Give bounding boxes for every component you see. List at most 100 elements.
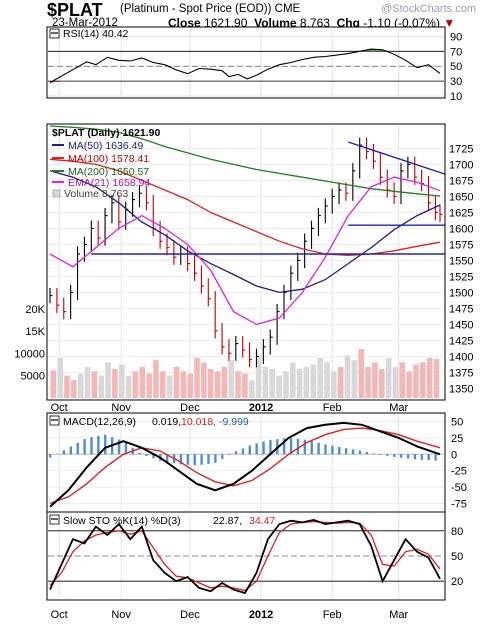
volume-bar bbox=[283, 371, 289, 398]
volume-bar bbox=[166, 375, 173, 398]
macd-histogram-bar bbox=[338, 446, 341, 455]
macd-histogram-bar bbox=[303, 439, 307, 455]
macd-histogram-bar bbox=[289, 438, 293, 455]
macd-value: 0.019, bbox=[152, 416, 181, 428]
sto-name: Slow STO %K(14) %D(3) bbox=[63, 515, 181, 527]
rsi-oversold-fill bbox=[50, 81, 69, 83]
macd-histogram-bar bbox=[400, 454, 403, 458]
price-tick-label: 1475 bbox=[449, 303, 473, 315]
down-arrow-icon: ▼ bbox=[443, 16, 456, 30]
price-tick-label: 1425 bbox=[449, 335, 473, 347]
macd-histogram-bar bbox=[386, 454, 389, 456]
volume-bar bbox=[303, 366, 310, 398]
price-tick-label: 1675 bbox=[449, 175, 473, 187]
rsi-line bbox=[49, 48, 441, 84]
macd-histogram-bar bbox=[420, 454, 424, 460]
macd-histogram-bar bbox=[372, 453, 375, 455]
volume-bar bbox=[214, 371, 221, 398]
rsi-tick-label: 50 bbox=[450, 61, 462, 73]
volume-bar bbox=[269, 369, 276, 398]
macd-histogram-bar bbox=[331, 445, 334, 455]
macd-histogram-bar bbox=[393, 454, 396, 457]
month-tick-label: Nov bbox=[111, 609, 131, 621]
volume-bar bbox=[419, 362, 426, 398]
sto-d-value: 34.47 bbox=[249, 515, 275, 527]
rsi-label: RSI(14) 40.42 bbox=[63, 28, 129, 40]
price-tick-label: 1450 bbox=[449, 319, 473, 331]
volume-bar bbox=[433, 358, 440, 398]
macd-histogram-bar bbox=[214, 454, 217, 463]
ma50-line bbox=[49, 170, 441, 294]
volume-bar bbox=[399, 362, 406, 398]
macd-tick-label: -50 bbox=[451, 482, 467, 494]
macd-histogram-bar bbox=[365, 452, 368, 455]
volume-tick-label: 10000 bbox=[14, 348, 45, 360]
macd-tick-label: 50 bbox=[451, 417, 463, 429]
macd-panel bbox=[46, 412, 446, 513]
price-tick-label: 1525 bbox=[449, 271, 473, 283]
volume-bar bbox=[132, 371, 139, 398]
price-tick-label: 1400 bbox=[449, 351, 473, 363]
price-tick-label: 1500 bbox=[449, 287, 473, 299]
macd-histogram-bar bbox=[186, 454, 190, 465]
price-tick-label: 1375 bbox=[449, 367, 473, 379]
volume-bar bbox=[98, 375, 105, 398]
rsi-legend: RSI(14) 40.42 bbox=[49, 28, 129, 40]
month-tick-label: Oct bbox=[51, 609, 68, 621]
volume-bar bbox=[146, 373, 152, 398]
volume-bar bbox=[289, 362, 296, 398]
legend-ema21: EMA(21) 1658.94 bbox=[68, 177, 150, 189]
volume-bar bbox=[385, 357, 392, 398]
month-tick-label: Dec bbox=[180, 402, 200, 414]
macd-histogram-bar bbox=[248, 445, 251, 455]
rsi-tick-label: 70 bbox=[450, 46, 462, 58]
rsi-tick-label: 10 bbox=[450, 91, 462, 103]
macd-histogram-bar bbox=[379, 454, 382, 455]
watermark: @StockCharts.com bbox=[381, 3, 476, 15]
macd-histogram-bar bbox=[207, 454, 210, 464]
volume-bar bbox=[378, 369, 385, 398]
macd-histogram-bar bbox=[200, 454, 203, 465]
volume-bar bbox=[91, 371, 98, 398]
volume-bar bbox=[242, 373, 248, 398]
macd-signal-value: 10.018, bbox=[181, 416, 216, 428]
month-tick-label: Mar bbox=[389, 609, 408, 621]
macd-histogram-bar bbox=[358, 450, 362, 455]
volume-bar bbox=[64, 375, 70, 398]
macd-histogram-bar bbox=[117, 439, 121, 455]
volume-bar bbox=[84, 366, 91, 398]
chart-marks bbox=[49, 48, 445, 595]
legend-ma50: MA(50) 1636.49 bbox=[68, 140, 143, 152]
volume-bar bbox=[372, 362, 378, 398]
price-tick-label: 1575 bbox=[449, 239, 473, 251]
volume-bar bbox=[262, 366, 269, 398]
macd-histogram-bar bbox=[344, 448, 348, 455]
sto-k-value: 22.87, bbox=[213, 515, 242, 527]
macd-histogram-bar bbox=[124, 442, 128, 455]
price-title: $PLAT (Daily) 1621.90 bbox=[52, 127, 161, 139]
volume-bar bbox=[248, 380, 255, 398]
macd-histogram-bar bbox=[283, 438, 286, 455]
legend-ma200: MA(200) 1650.57 bbox=[68, 166, 149, 178]
price-legend: $PLAT (Daily) 1621.90 MA(50) 1636.49 MA(… bbox=[52, 127, 161, 200]
month-tick-label: Nov bbox=[111, 402, 131, 414]
sto-d-line bbox=[49, 520, 441, 592]
macd-histogram-bar bbox=[49, 454, 52, 458]
volume-bar bbox=[276, 375, 282, 398]
sto-legend: Slow STO %K(14) %D(3) 22.87, 34.47 bbox=[49, 514, 275, 527]
ema21-line bbox=[49, 176, 441, 326]
trendline bbox=[348, 141, 445, 175]
macd-histogram-bar bbox=[97, 435, 100, 455]
price-tick-label: 1350 bbox=[449, 383, 473, 395]
volume-tick-label: 15K bbox=[25, 326, 45, 338]
volume-bar bbox=[71, 380, 77, 398]
macd-hist-value: -9.999 bbox=[219, 416, 249, 428]
quote-date: 23-Mar-2012 bbox=[52, 17, 118, 29]
volume-tick-label: 20K bbox=[25, 304, 45, 316]
volume-bar bbox=[255, 355, 262, 398]
macd-tick-label: -75 bbox=[451, 498, 467, 510]
macd-histogram-bar bbox=[324, 444, 327, 455]
rsi-panel bbox=[46, 26, 446, 99]
volume-bar bbox=[50, 370, 57, 398]
volume-bar bbox=[207, 369, 214, 398]
